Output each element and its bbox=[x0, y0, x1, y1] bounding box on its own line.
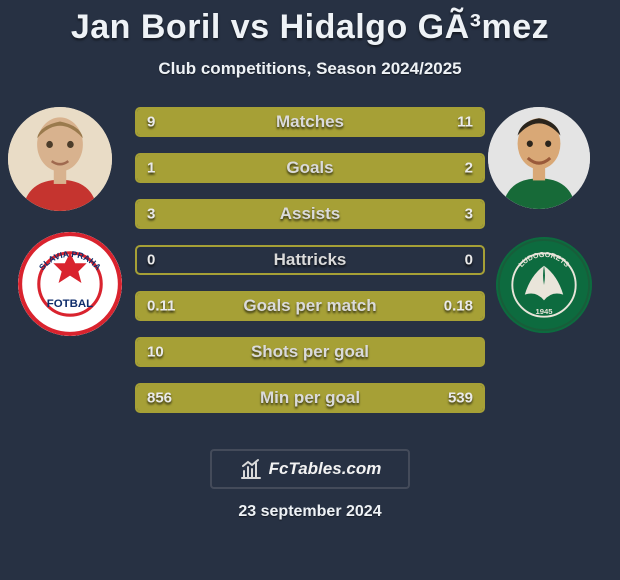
stat-bar-value-right: 2 bbox=[465, 160, 473, 177]
title-separator: vs bbox=[231, 8, 270, 46]
brand-text: FcTables.com bbox=[269, 459, 382, 479]
stat-bar: Shots per goal10 bbox=[135, 337, 485, 367]
stat-bar-fill-left bbox=[137, 201, 310, 227]
stat-bar: Hattricks0 0 bbox=[135, 245, 485, 275]
stat-bar: Goals per match0.110.18 bbox=[135, 291, 485, 321]
stat-bar-value-right: 0.18 bbox=[444, 298, 473, 315]
page-title: Jan Boril vs Hidalgo GÃ³mez bbox=[0, 0, 620, 47]
player-left-name: Jan Boril bbox=[71, 8, 221, 46]
stat-bar: Goals12 bbox=[135, 153, 485, 183]
stat-bar-fill-right bbox=[293, 109, 483, 135]
brand-tag: FcTables.com bbox=[210, 449, 410, 489]
ludogorets-badge-icon: LUDOGORETS 1945 bbox=[496, 237, 592, 333]
slavia-badge-icon: FOTBAL SLAVIA PRAHA bbox=[18, 232, 122, 336]
stat-bar-value-right: 11 bbox=[457, 114, 473, 131]
stat-bar-value-left: 0.11 bbox=[147, 298, 175, 315]
club-badge-left: FOTBAL SLAVIA PRAHA bbox=[18, 232, 122, 336]
comparison-area: FOTBAL SLAVIA PRAHA LUDOGORETS 1945 Matc… bbox=[0, 107, 620, 427]
stat-bar-value-left: 10 bbox=[147, 344, 164, 361]
stat-bar-value-left: 3 bbox=[147, 206, 155, 223]
club-badge-right: LUDOGORETS 1945 bbox=[496, 237, 592, 333]
stat-bar-value-right: 539 bbox=[448, 390, 473, 407]
player-right-avatar bbox=[488, 107, 590, 209]
player-right-name: Hidalgo GÃ³mez bbox=[280, 8, 550, 46]
stat-bar: Min per goal856539 bbox=[135, 383, 485, 413]
stat-bar-label: Hattricks bbox=[137, 250, 483, 270]
chart-icon bbox=[239, 457, 263, 481]
stat-bar-value-left: 1 bbox=[147, 160, 155, 177]
season-subtitle: Club competitions, Season 2024/2025 bbox=[0, 59, 620, 79]
stat-bar-fill-right bbox=[310, 201, 483, 227]
stat-bar-fill-left bbox=[137, 339, 483, 365]
player-left-avatar bbox=[8, 107, 112, 211]
stat-bar: Assists33 bbox=[135, 199, 485, 229]
stat-bar-value-left: 0 bbox=[147, 252, 155, 269]
avatar-placeholder-icon bbox=[488, 107, 590, 209]
stat-bar-value-right: 3 bbox=[465, 206, 473, 223]
stat-bar-value-left: 9 bbox=[147, 114, 155, 131]
avatar-placeholder-icon bbox=[8, 107, 112, 211]
stat-bars: Matches911Goals12Assists33Hattricks00Goa… bbox=[135, 107, 485, 429]
stat-bar: Matches911 bbox=[135, 107, 485, 137]
infographic-date: 23 september 2024 bbox=[0, 503, 620, 521]
stat-bar-value-right: 0 bbox=[465, 252, 473, 269]
stat-bar-fill-left bbox=[137, 109, 293, 135]
svg-text:1945: 1945 bbox=[535, 307, 553, 316]
stat-bar-value-left: 856 bbox=[147, 390, 172, 407]
svg-text:FOTBAL: FOTBAL bbox=[47, 298, 93, 310]
stat-bar-fill-right bbox=[251, 155, 483, 181]
